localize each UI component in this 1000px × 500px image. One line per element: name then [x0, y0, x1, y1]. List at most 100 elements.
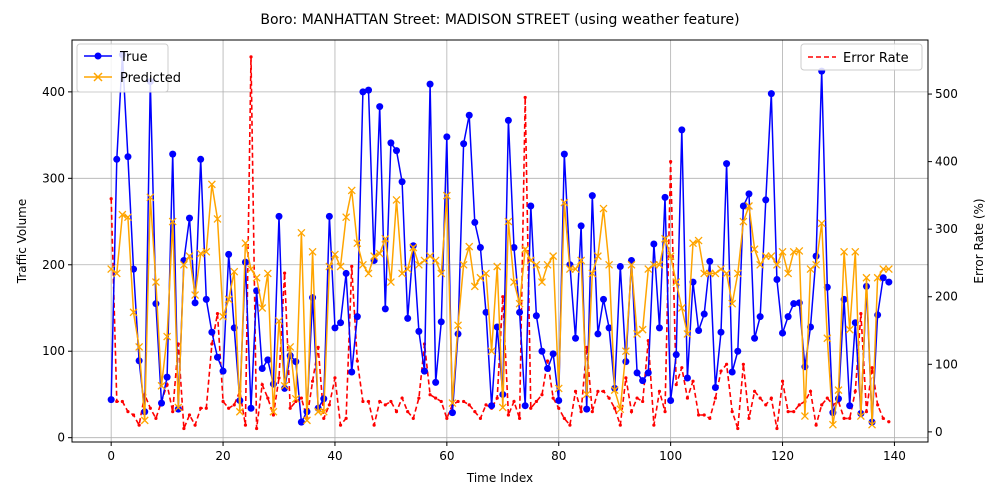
predicted-point: [465, 242, 474, 251]
true-point: [779, 329, 787, 337]
error-rate-point: [864, 409, 869, 414]
error-rate-point: [271, 413, 276, 417]
true-point: [728, 368, 736, 376]
error-rate-point: [506, 413, 510, 417]
true-point: [572, 334, 580, 342]
predicted-point: [577, 256, 586, 265]
error-rate-point: [260, 382, 264, 387]
predicted-point: [303, 416, 311, 425]
legend-right: Error Rate: [800, 43, 923, 71]
error-rate-point: [691, 379, 695, 383]
error-rate-point: [344, 416, 348, 420]
error-rate-point: [685, 396, 690, 400]
predicted-point: [845, 325, 854, 334]
true-point: [784, 313, 792, 321]
predicted-point: [263, 269, 272, 278]
error-rate-point: [411, 416, 415, 420]
error-rate-point: [484, 403, 488, 407]
predicted-point: [761, 252, 770, 261]
legend-true-marker: [94, 52, 102, 60]
error-rate-point: [859, 312, 863, 316]
true-point: [163, 373, 171, 381]
true-point: [443, 133, 451, 141]
predicted-point: [510, 278, 518, 287]
predicted-point: [554, 384, 563, 393]
predicted-point: [884, 265, 893, 274]
true-point: [544, 365, 552, 373]
true-point: [655, 324, 663, 332]
true-point: [549, 350, 557, 358]
error-rate-point: [439, 399, 443, 404]
error-rate-point: [372, 423, 376, 427]
y-axis-label-left: Traffic Volume: [15, 199, 29, 285]
error-rate-point: [277, 376, 281, 380]
error-rate-point: [193, 423, 197, 427]
predicted-point: [817, 219, 826, 228]
predicted-point: [213, 214, 222, 223]
true-point: [577, 222, 585, 230]
error-rate-point: [669, 160, 673, 164]
true-point: [521, 402, 529, 410]
ticks: 0 20 40 60 80 100 120 140 0 100 200 300 400 0 100 200 30…: [42, 85, 958, 463]
predicted-point: [191, 291, 200, 299]
true-point: [208, 328, 216, 336]
true-point: [169, 150, 177, 158]
error-rate-point: [730, 409, 734, 414]
error-rate-point: [327, 403, 331, 407]
true-point: [516, 308, 524, 316]
error-rate-point: [232, 403, 236, 407]
predicted-point: [588, 269, 597, 278]
error-rate-point: [462, 399, 466, 404]
true-point: [739, 202, 747, 210]
error-rate-point: [428, 393, 432, 397]
predicted-point: [482, 269, 490, 278]
error-rate-point: [523, 95, 527, 100]
predicted-point: [398, 269, 407, 278]
true-point: [773, 275, 781, 283]
predicted-point: [610, 386, 619, 395]
error-rate-point: [187, 413, 192, 417]
error-rate-point: [266, 396, 270, 400]
true-point: [616, 263, 624, 271]
predicted-point: [403, 265, 412, 274]
true-point: [337, 319, 345, 327]
predicted-point: [448, 399, 457, 408]
true-point: [583, 405, 591, 413]
error-rate-point: [350, 264, 354, 268]
true-point: [359, 88, 367, 96]
true-point: [734, 347, 742, 355]
error-rate-point: [590, 409, 594, 414]
error-rate-point: [512, 399, 516, 404]
predicted-point: [347, 186, 356, 195]
y-right-tick-label: 500: [935, 87, 958, 101]
true-point: [751, 334, 759, 342]
predicted-point: [174, 403, 183, 412]
true-point: [365, 86, 373, 94]
predicted-point: [705, 269, 714, 278]
error-rate-point: [171, 409, 175, 414]
y-right-tick-label: 300: [935, 222, 958, 236]
predicted-point: [118, 210, 127, 219]
error-rate-point: [618, 423, 622, 427]
true-point: [381, 305, 389, 313]
error-rate-point: [792, 409, 796, 414]
error-rate-point: [215, 312, 220, 316]
true-point: [191, 299, 199, 307]
predicted-point: [409, 243, 418, 252]
error-rate-point: [629, 409, 634, 414]
true-point: [353, 313, 361, 321]
predicted-point: [823, 334, 832, 343]
error-rate-point: [579, 409, 583, 414]
predicted-point: [722, 269, 731, 278]
predicted-point: [275, 317, 283, 325]
predicted-point: [146, 193, 155, 202]
predicted-point: [862, 273, 871, 282]
predicted-point: [370, 252, 379, 261]
true-point: [107, 396, 115, 404]
true-point: [667, 397, 675, 405]
predicted-point: [565, 265, 574, 274]
predicted-point: [386, 278, 395, 287]
true-point: [275, 212, 283, 220]
predicted-point: [151, 278, 160, 287]
error-rate-point: [775, 426, 779, 431]
